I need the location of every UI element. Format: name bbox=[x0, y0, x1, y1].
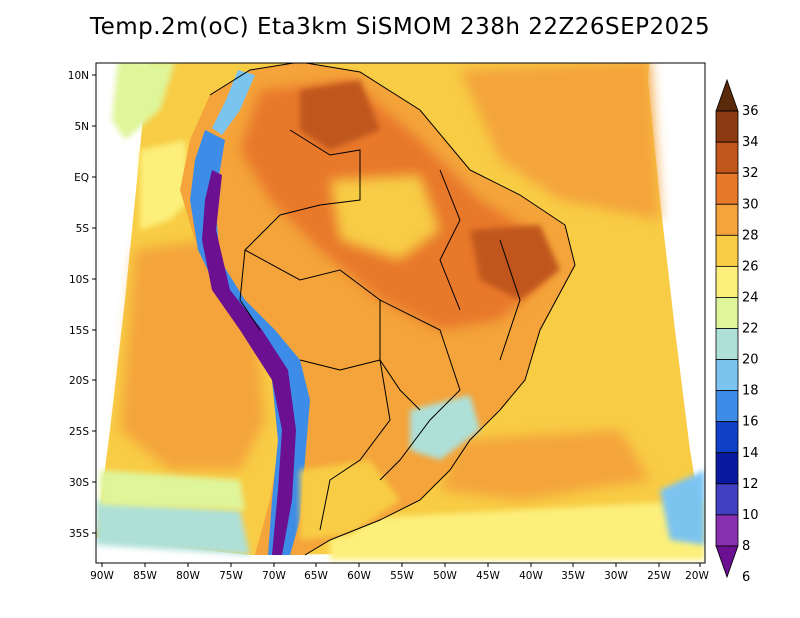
sa-cool bbox=[330, 500, 705, 560]
colorbar-swatch bbox=[715, 78, 739, 112]
colorbar-swatch bbox=[715, 452, 739, 485]
andes-coldest bbox=[202, 170, 296, 555]
lat-label: 5N bbox=[74, 121, 89, 133]
andes-cold bbox=[190, 130, 310, 555]
lon-label: 80W bbox=[176, 570, 200, 582]
south-cool bbox=[300, 460, 400, 540]
colorbar-swatch bbox=[715, 545, 739, 579]
lon-label: 45W bbox=[476, 570, 500, 582]
colorbar-swatch bbox=[715, 514, 739, 547]
hot-north bbox=[300, 80, 380, 150]
colorbar-label: 28 bbox=[742, 228, 759, 243]
colorbar-label: 20 bbox=[742, 353, 759, 368]
map-frame bbox=[95, 62, 706, 564]
pacific-cool bbox=[140, 140, 190, 230]
colorbar-label: 26 bbox=[742, 259, 759, 274]
lon-label: 30W bbox=[604, 570, 628, 582]
hot-northeast bbox=[470, 225, 560, 300]
colorbar-label: 6 bbox=[742, 570, 750, 585]
colorbar-swatch bbox=[715, 172, 739, 205]
atlantic-south-warm bbox=[440, 430, 650, 500]
colorbar-swatch bbox=[715, 483, 739, 516]
pacific-nw-cool bbox=[112, 63, 175, 140]
lon-label: 75W bbox=[219, 570, 243, 582]
atlantic-warm bbox=[460, 63, 660, 220]
colorbar-label: 22 bbox=[742, 322, 759, 337]
colorbar: 36 34 32 30 28 26 24 22 20 18 16 14 12 10 8 6 bbox=[715, 78, 759, 585]
lon-label: 25W bbox=[647, 570, 671, 582]
andes-mid bbox=[212, 70, 255, 135]
colorbar-swatch bbox=[715, 234, 739, 267]
colorbar-swatch bbox=[715, 359, 739, 392]
lat-label: 5S bbox=[76, 223, 90, 235]
lat-label: 10S bbox=[69, 274, 89, 286]
colorbar-swatch bbox=[715, 297, 739, 329]
colorbar-label: 30 bbox=[742, 197, 759, 212]
sa-cold bbox=[660, 470, 705, 545]
map-title: Temp.2m(oC) Eta3km SiSMOM 238h 22Z26SEP2… bbox=[89, 14, 711, 40]
lat-label: 20S bbox=[69, 375, 89, 387]
lon-label: 65W bbox=[304, 570, 328, 582]
colorbar-label: 12 bbox=[742, 477, 759, 492]
lon-label: 55W bbox=[390, 570, 414, 582]
colorbar-label: 18 bbox=[742, 384, 759, 399]
colorbar-label: 10 bbox=[742, 508, 759, 523]
amazon-mild bbox=[330, 175, 440, 260]
lon-label: 40W bbox=[519, 570, 543, 582]
colorbar-swatch bbox=[715, 390, 739, 423]
colorbar-swatch bbox=[715, 141, 739, 174]
lat-label: 30S bbox=[69, 477, 89, 489]
colorbar-label: 32 bbox=[742, 166, 759, 181]
lon-label: 20W bbox=[685, 570, 709, 582]
colorbar-label: 36 bbox=[742, 104, 759, 119]
lat-label: EQ bbox=[74, 172, 89, 184]
lat-label: 10N bbox=[68, 70, 89, 82]
country-borders bbox=[209, 63, 576, 556]
colorbar-swatch bbox=[715, 203, 739, 236]
longitude-axis: 90W 85W 80W 75W 70W 65W 60W 55W 50W 45W … bbox=[90, 563, 709, 582]
colorbar-label: 34 bbox=[742, 135, 759, 150]
colorbar-label: 14 bbox=[742, 446, 759, 461]
colorbar-swatch bbox=[715, 110, 739, 143]
lon-label: 60W bbox=[347, 570, 371, 582]
map-field bbox=[96, 63, 705, 560]
lon-label: 90W bbox=[90, 570, 114, 582]
sw-cold bbox=[96, 500, 250, 555]
se-brazil-cool bbox=[410, 395, 480, 460]
lon-label: 70W bbox=[262, 570, 286, 582]
colorbar-swatch bbox=[715, 265, 739, 298]
lat-label: 25S bbox=[69, 426, 89, 438]
colorbar-label: 8 bbox=[742, 539, 750, 554]
latitude-axis: 10N 5N EQ 5S 10S 15S 20S 25S 30S 35S bbox=[68, 70, 96, 540]
colorbar-label: 16 bbox=[742, 415, 759, 430]
lon-label: 35W bbox=[561, 570, 585, 582]
lat-label: 35S bbox=[69, 528, 89, 540]
colorbar-swatch bbox=[715, 421, 739, 454]
sw-cool bbox=[100, 470, 245, 510]
lon-label: 85W bbox=[133, 570, 157, 582]
colorbar-swatch bbox=[715, 328, 739, 360]
lon-label: 50W bbox=[433, 570, 457, 582]
colorbar-label: 24 bbox=[742, 290, 759, 305]
lat-label: 15S bbox=[69, 325, 89, 337]
